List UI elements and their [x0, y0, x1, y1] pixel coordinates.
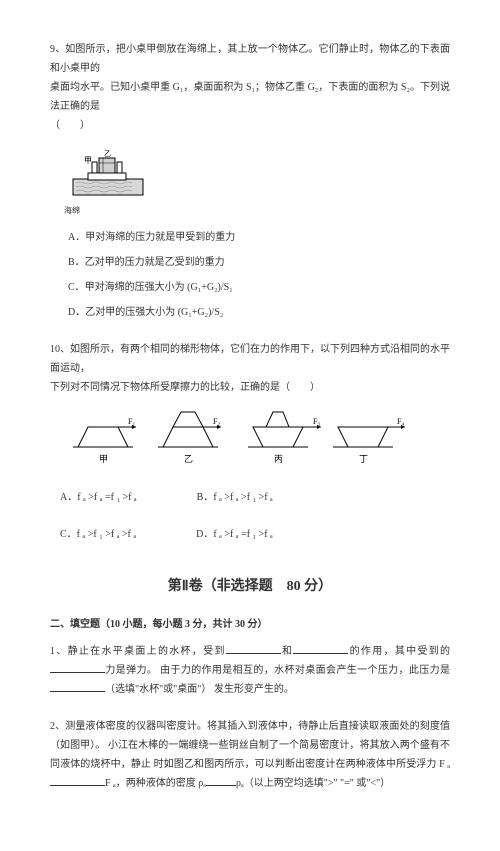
- q9-options: A．甲对海绵的压力就是甲受到的重力 B．乙对甲的压力就是乙受到的重力 C．甲对海…: [68, 228, 450, 322]
- svg-text:F₃: F₃: [313, 417, 320, 426]
- q10-figure: F₁ 甲 F₂ 乙 F₃ 丙: [68, 407, 450, 472]
- svg-text:F₁: F₁: [128, 417, 135, 426]
- q9-line3: （ ）: [50, 116, 450, 135]
- svg-text:乙: 乙: [184, 454, 193, 464]
- q10-line2: 下列对不同情况下物体所受摩擦力的比较，正确的是（ ）: [50, 378, 450, 397]
- question-9: 9、如图所示，把小桌甲倒放在海绵上，其上放一个物体乙。它们静止时，物体乙的下表面…: [50, 40, 450, 322]
- q10-opt-a: A．f ₐ >f ₐ =f ₁ >f ₐ: [60, 488, 137, 507]
- blank: [226, 642, 281, 654]
- q10-num: 10、: [50, 344, 70, 355]
- f1-text: 1、静止在水平桌面上的水杯，受到和的作用，其中受到的力是弹力。 由于力的作用是相…: [50, 642, 450, 699]
- q9-line1: 9、如图所示，把小桌甲倒放在海绵上，其上放一个物体乙。它们静止时，物体乙的下表面…: [50, 40, 450, 78]
- f2-num: 2、: [50, 721, 65, 732]
- q10-opt-d: D．f ₐ >f ₐ =f ₁ >f ₐ: [196, 525, 273, 544]
- f1-num: 1、: [50, 646, 68, 657]
- q9-line2: 桌面均水平。已知小桌甲重 G₁，桌面面积为 S₁；物体乙重 G₂，下表面的面积为…: [50, 78, 450, 116]
- f2-text: 2、测量液体密度的仪器叫密度计。将其插入到液体中，待静止后直接读取液面处的刻度值…: [50, 717, 450, 793]
- q9-figure: 甲 乙 海绵: [68, 145, 450, 218]
- question-10: 10、如图所示，有两个相同的梯形物体，它们在力的作用下，以下列四种方式沿相同的水…: [50, 340, 450, 550]
- blank: [50, 774, 105, 786]
- part2-title: 第Ⅱ卷（非选择题 80 分）: [50, 574, 450, 601]
- blank: [293, 642, 348, 654]
- fill-2: 2、测量液体密度的仪器叫密度计。将其插入到液体中，待静止后直接读取液面处的刻度值…: [50, 717, 450, 793]
- svg-text:丙: 丙: [274, 454, 283, 464]
- blank: [50, 680, 105, 692]
- fill-1: 1、静止在水平桌面上的水杯，受到和的作用，其中受到的力是弹力。 由于力的作用是相…: [50, 642, 450, 699]
- q10-opt-c: C．f ₐ >f ₁ >f ₐ >f ₐ: [60, 525, 136, 544]
- q9-opt-d: D．乙对甲的压强大小为 (G₁+G₂)/S₂: [68, 303, 450, 322]
- q9-opt-b: B．乙对甲的压力就是乙受到的重力: [68, 253, 450, 272]
- svg-text:F₂: F₂: [213, 417, 220, 426]
- svg-text:乙: 乙: [104, 150, 111, 158]
- q10-opt-b: B．f ₐ >f ₐ >f ₁ >f ₐ: [197, 488, 273, 507]
- q9-opt-c: C．甲对海绵的压强大小为 (G₁+G₂)/S₁: [68, 278, 450, 297]
- part2-subtitle: 二、填空题（10 小题，每小题 3 分，共计 30 分）: [50, 615, 450, 634]
- blank: [50, 661, 105, 673]
- svg-text:F₄: F₄: [397, 417, 404, 426]
- svg-text:甲: 甲: [99, 454, 108, 464]
- svg-text:甲: 甲: [84, 156, 92, 165]
- q10-line1: 10、如图所示，有两个相同的梯形物体，它们在力的作用下，以下列四种方式沿相同的水…: [50, 340, 450, 378]
- q10-options: A．f ₐ >f ₐ =f ₁ >f ₐ B．f ₐ >f ₐ >f ₁ >f …: [60, 482, 450, 550]
- sponge-label: 海绵: [64, 203, 450, 218]
- trapezoid-diagram: F₁ 甲 F₂ 乙 F₃ 丙: [68, 407, 408, 472]
- q9-num: 9、: [50, 44, 65, 55]
- q9-opt-a: A．甲对海绵的压力就是甲受到的重力: [68, 228, 450, 247]
- sponge-table-diagram: 甲 乙: [68, 145, 158, 205]
- blank: [206, 774, 236, 786]
- svg-text:丁: 丁: [359, 454, 368, 464]
